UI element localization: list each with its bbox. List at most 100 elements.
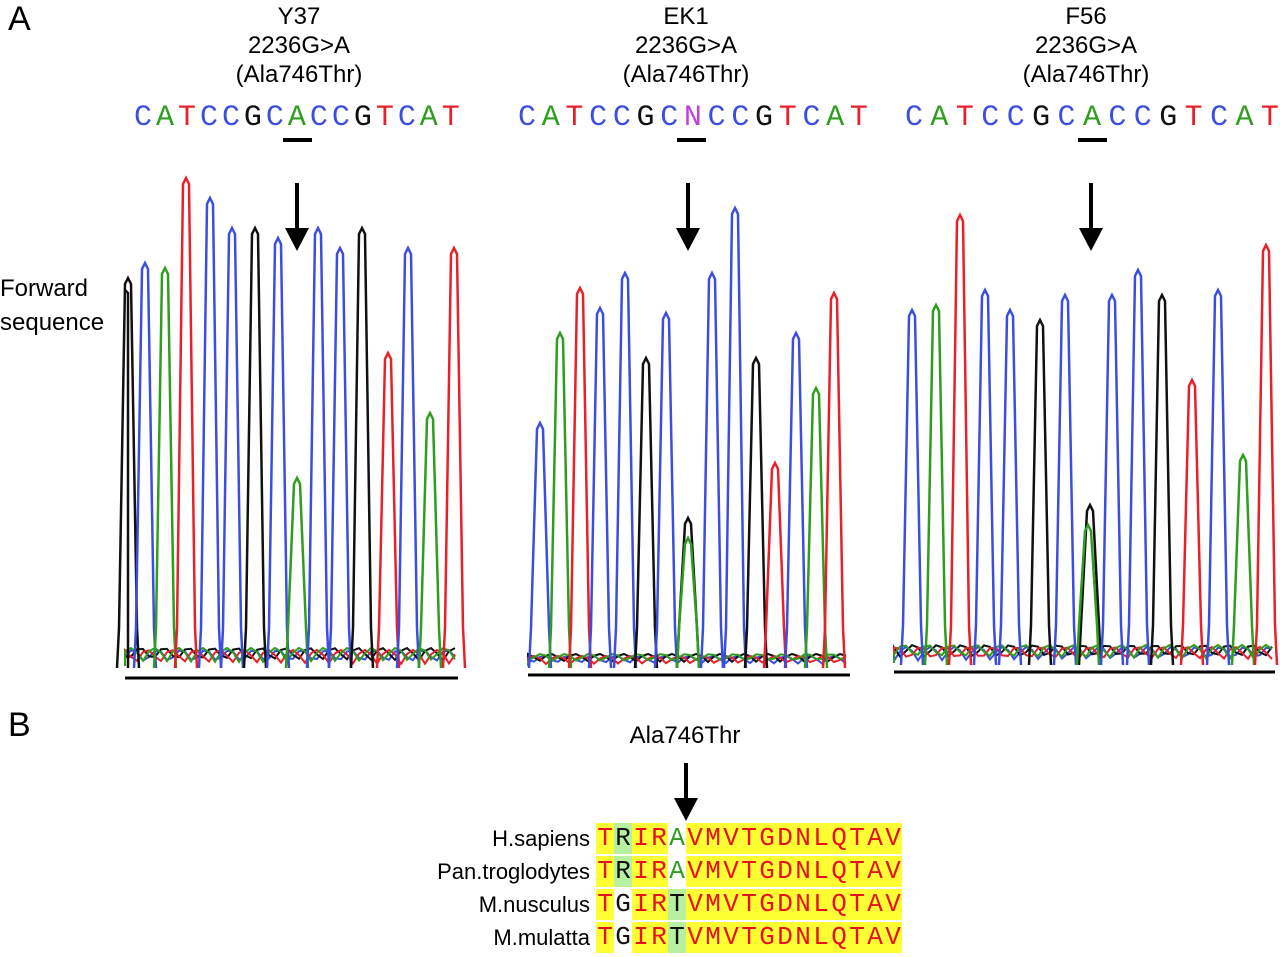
panel-b-label: B (8, 706, 31, 744)
mutation-markers (283, 138, 1107, 251)
peak-A (547, 330, 573, 669)
base-G: G (243, 101, 262, 135)
base-C: C (1210, 101, 1229, 135)
residue: T (596, 922, 614, 953)
residue: T (668, 922, 686, 953)
residue: A (866, 856, 884, 887)
down-arrow-icon (676, 228, 700, 251)
residue: M (704, 856, 722, 887)
sample-header-f56: F56 2236G>A (Ala746Thr) (926, 2, 1246, 89)
residue: T (596, 823, 614, 854)
residue: A (866, 889, 884, 920)
base-G: G (1032, 101, 1051, 135)
residue: V (722, 922, 740, 953)
chromatogram-ek1 (527, 205, 850, 677)
peak-C (305, 225, 331, 669)
residue: V (722, 856, 740, 887)
residue: R (650, 856, 668, 887)
base-C: C (518, 101, 537, 135)
residue: L (812, 856, 830, 887)
peak-C (1125, 267, 1151, 666)
peak-A (1075, 522, 1101, 666)
peak-T (1253, 242, 1279, 666)
residue: I (632, 889, 650, 920)
base-C: C (1133, 101, 1152, 135)
chromatogram-y37 (115, 175, 467, 680)
peak-G (1027, 317, 1053, 666)
base-C: C (134, 101, 153, 135)
peak-C (132, 260, 158, 669)
base-T: T (441, 101, 460, 135)
peak-G (242, 225, 268, 669)
base-C: C (905, 101, 924, 135)
species-name: M.nusculus (478, 891, 590, 917)
base-T: T (177, 101, 196, 135)
base-C: C (397, 101, 416, 135)
peak-C (197, 195, 223, 669)
residue: T (848, 889, 866, 920)
baseline-noise (527, 653, 847, 666)
base-T: T (565, 101, 584, 135)
sample-mutation: 2236G>A (634, 32, 738, 59)
residue: V (722, 889, 740, 920)
residue: V (686, 922, 704, 953)
peak-C (265, 235, 291, 669)
sample-id: F56 (1065, 3, 1107, 30)
peak-A (923, 302, 949, 666)
residue: I (632, 856, 650, 887)
sample-header-y37: Y37 2236G>A (Ala746Thr) (139, 2, 459, 89)
base-N: N (683, 101, 702, 135)
peak-C (587, 305, 613, 669)
residue: Q (830, 856, 848, 887)
residue: A (866, 823, 884, 854)
base-A: A (826, 101, 845, 135)
base-G: G (636, 101, 655, 135)
base-A: A (155, 101, 174, 135)
peak-G (1149, 292, 1175, 666)
baseline-noise (527, 652, 847, 666)
residue: G (758, 823, 776, 854)
residue: A (668, 856, 686, 887)
residue: V (722, 823, 740, 854)
peak-C (1099, 292, 1125, 666)
residue: L (812, 922, 830, 953)
base-T: T (1184, 101, 1203, 135)
residue: R (614, 856, 632, 887)
base-C: C (612, 101, 631, 135)
base-A: A (287, 101, 306, 135)
sample-protein-change: (Ala746Thr) (622, 61, 750, 88)
residue: M (704, 922, 722, 953)
residue: A (668, 823, 686, 854)
residue: T (596, 889, 614, 920)
residue: G (758, 889, 776, 920)
residue: D (776, 922, 794, 953)
sample-protein-change: (Ala746Thr) (235, 61, 363, 88)
residue: V (884, 889, 902, 920)
residue: D (776, 823, 794, 854)
residue: I (632, 823, 650, 854)
peak-C (527, 420, 553, 669)
down-arrow-icon (674, 798, 698, 821)
sample-mutation: 2236G>A (247, 32, 351, 59)
peak-G (743, 355, 769, 669)
peak-A (803, 385, 829, 669)
sample-header-ek1: EK1 2236G>A (Ala746Thr) (526, 2, 846, 89)
peak-G (633, 355, 659, 669)
mutation-marker-ek1 (676, 138, 706, 251)
base-C: C (981, 101, 1000, 135)
residue: V (884, 823, 902, 854)
base-G: G (353, 101, 372, 135)
mutation-marker-y37 (283, 138, 312, 251)
base-T: T (778, 101, 797, 135)
peak-C (395, 245, 421, 669)
peak-C (1205, 287, 1231, 666)
peak-C (972, 287, 998, 666)
peak-A (1230, 452, 1256, 666)
residue: V (686, 889, 704, 920)
peak-T (173, 175, 199, 669)
